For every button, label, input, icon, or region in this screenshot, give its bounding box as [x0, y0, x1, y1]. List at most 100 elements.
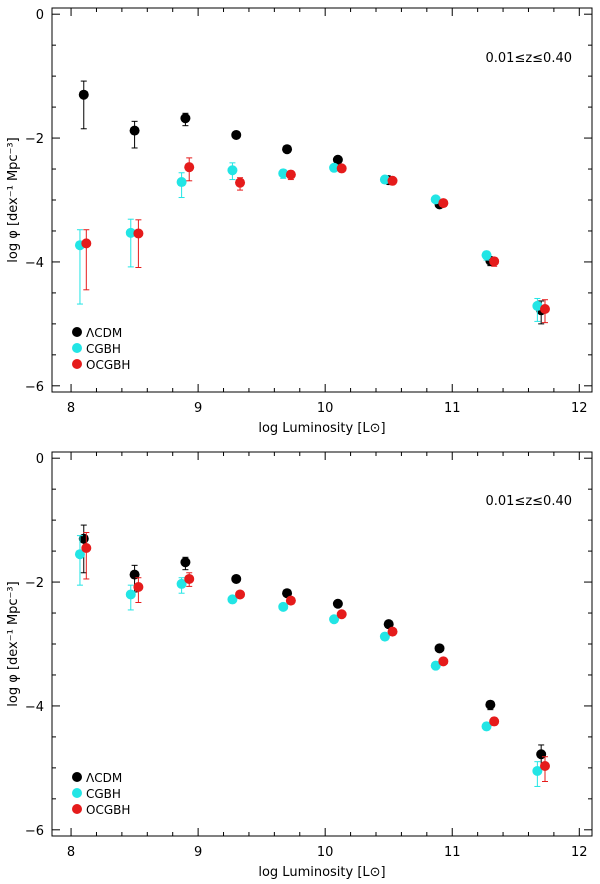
data-point-cgbh — [532, 300, 543, 311]
y-tick-label: 0 — [36, 452, 44, 467]
data-point-cgbh — [278, 168, 289, 179]
chart-panel-bottom: 8 9 10 11 12 0 −2 −4 −6 log Luminosity [… — [6, 451, 593, 880]
data-point-cgbh — [481, 250, 492, 261]
error-bar-lcdm — [80, 80, 87, 130]
data-point-cgbh — [379, 174, 390, 185]
data-point-lcdm — [332, 154, 343, 165]
data-point-lcdm — [180, 113, 191, 124]
data-point-cgbh — [227, 165, 238, 176]
data-point-cgbh — [74, 549, 85, 560]
error-bar-ocgbh — [135, 219, 142, 269]
legend-label-cgbh: CGBH — [86, 787, 121, 801]
data-point-cgbh — [176, 578, 187, 589]
legend: ΛCDM CGBH OCGBH — [72, 326, 130, 372]
data-point-cgbh — [125, 227, 136, 238]
data-point-cgbh — [278, 601, 289, 612]
legend-marker-cgbh — [72, 343, 82, 353]
error-bar-cgbh — [76, 535, 83, 586]
x-axis-label: log Luminosity [L⊙] — [258, 421, 385, 436]
y-tick-label: −2 — [25, 576, 44, 591]
legend-label-ocgbh: OCGBH — [86, 358, 130, 372]
data-point-ocgbh — [387, 175, 398, 186]
y-tick-label: −4 — [25, 700, 44, 715]
legend-label-ocgbh: OCGBH — [86, 803, 130, 817]
chart-panel-top: 8 9 10 11 12 0 −2 −4 −6 log Luminosity [… — [6, 7, 593, 436]
tick-marks — [52, 8, 592, 392]
data-point-ocgbh — [133, 228, 144, 239]
data-point-lcdm — [78, 89, 89, 100]
legend-label-lcdm: ΛCDM — [86, 771, 122, 785]
data-point-cgbh — [125, 589, 136, 600]
data-point-cgbh — [176, 177, 187, 188]
data-point-lcdm — [129, 125, 140, 136]
y-tick-labels: 0 −2 −4 −6 — [25, 452, 44, 839]
legend-label-cgbh: CGBH — [86, 342, 121, 356]
data-point-ocgbh — [235, 177, 246, 188]
data-point-ocgbh — [81, 238, 92, 249]
error-bar-ocgbh — [83, 532, 90, 580]
data-point-ocgbh — [539, 304, 550, 315]
y-tick-labels: 0 −2 −4 −6 — [25, 8, 44, 395]
data-point-ocgbh — [387, 626, 398, 637]
data-point-cgbh — [481, 721, 492, 732]
data-point-ocgbh — [438, 198, 449, 209]
data-point-cgbh — [532, 765, 543, 776]
data-point-ocgbh — [336, 609, 347, 620]
plot-area-frame — [51, 451, 593, 837]
data-point-lcdm — [485, 699, 496, 710]
x-tick-label: 11 — [444, 401, 461, 416]
tick-marks — [52, 452, 592, 836]
redshift-annotation: 0.01≤z≤0.40 — [486, 494, 573, 509]
x-tick-labels: 8 9 10 11 12 — [67, 401, 588, 416]
data-point-lcdm — [282, 144, 293, 155]
data-marks — [74, 524, 550, 787]
x-tick-labels: 8 9 10 11 12 — [67, 845, 588, 860]
data-point-ocgbh — [235, 589, 246, 600]
x-axis-label: log Luminosity [L⊙] — [258, 865, 385, 880]
x-tick-label: 8 — [67, 845, 75, 860]
y-tick-label: −6 — [25, 824, 44, 839]
data-point-cgbh — [227, 594, 238, 605]
data-point-lcdm — [231, 573, 242, 584]
redshift-annotation: 0.01≤z≤0.40 — [486, 51, 573, 66]
data-point-ocgbh — [133, 582, 144, 593]
data-point-lcdm — [231, 129, 242, 140]
data-point-ocgbh — [285, 595, 296, 606]
legend-marker-lcdm — [72, 772, 82, 782]
data-point-cgbh — [379, 631, 390, 642]
y-tick-label: −6 — [25, 380, 44, 395]
y-axis-label: log φ [dex⁻¹ Mpc⁻³] — [6, 581, 21, 706]
data-point-lcdm — [282, 588, 293, 599]
data-point-lcdm — [434, 643, 445, 654]
legend-marker-cgbh — [72, 788, 82, 798]
y-axis-label: log φ [dex⁻¹ Mpc⁻³] — [6, 137, 21, 262]
data-point-lcdm — [129, 569, 140, 580]
x-tick-label: 8 — [67, 401, 75, 416]
data-point-ocgbh — [438, 656, 449, 667]
data-point-ocgbh — [336, 163, 347, 174]
data-point-ocgbh — [489, 256, 500, 267]
data-point-ocgbh — [81, 543, 92, 553]
legend-label-lcdm: ΛCDM — [86, 326, 122, 340]
x-tick-label: 9 — [194, 845, 202, 860]
x-tick-label: 12 — [571, 845, 588, 860]
data-point-cgbh — [329, 614, 340, 625]
legend-marker-ocgbh — [72, 804, 82, 814]
data-point-lcdm — [383, 619, 394, 630]
y-tick-label: −2 — [25, 132, 44, 147]
legend-marker-ocgbh — [72, 359, 82, 369]
data-marks — [74, 80, 550, 325]
legend: ΛCDM CGBH OCGBH — [72, 771, 130, 817]
x-tick-label: 11 — [444, 845, 461, 860]
x-tick-label: 9 — [194, 401, 202, 416]
data-point-ocgbh — [539, 761, 550, 772]
data-point-cgbh — [329, 162, 340, 173]
x-tick-label: 10 — [317, 845, 334, 860]
data-point-ocgbh — [184, 162, 195, 173]
y-tick-label: −4 — [25, 256, 44, 271]
data-point-ocgbh — [489, 716, 500, 727]
y-tick-label: 0 — [36, 8, 44, 23]
data-point-lcdm — [180, 557, 191, 568]
data-point-lcdm — [332, 598, 343, 609]
